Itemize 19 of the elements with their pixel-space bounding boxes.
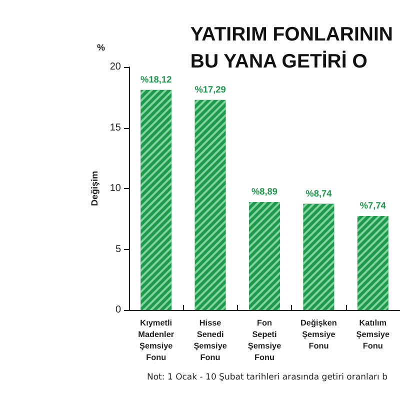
text: % [97, 42, 106, 52]
y-tick-label: 10 [110, 183, 122, 194]
x-tick-label: Fon Sepeti Şemsiye Fonu [248, 318, 282, 362]
chart-title: YATIRIM FONLARININ BU YANA GETİRİ O [190, 24, 394, 72]
y-tick-label: 15 [110, 122, 122, 134]
text: Not: 1 Ocak - 10 Şubat tarihleri arasında getiri oranları b [147, 372, 388, 382]
data-label: %18,12 [140, 74, 172, 84]
data-label: %17,29 [194, 84, 226, 94]
y-tick-label: 20 [110, 62, 122, 72]
x-tick-label: Kıymetli Madenler Şemsiye Fonu [138, 318, 175, 362]
x-tick-label: Değişken Şemsiye Fonu [300, 318, 337, 350]
data-label: %7,74 [360, 200, 387, 210]
y-tick-label: 0 [115, 304, 122, 316]
x-tick-label: Hisse Senedi Şemsiye Fonu [194, 318, 228, 362]
y-tick-label: 5 [115, 244, 122, 255]
data-label: %8,89 [251, 186, 278, 196]
data-label: %8,74 [306, 188, 333, 198]
y-axis-title: Değişim [89, 170, 100, 206]
x-tick-label: Katılım Şemsiye Fonu [356, 318, 390, 350]
